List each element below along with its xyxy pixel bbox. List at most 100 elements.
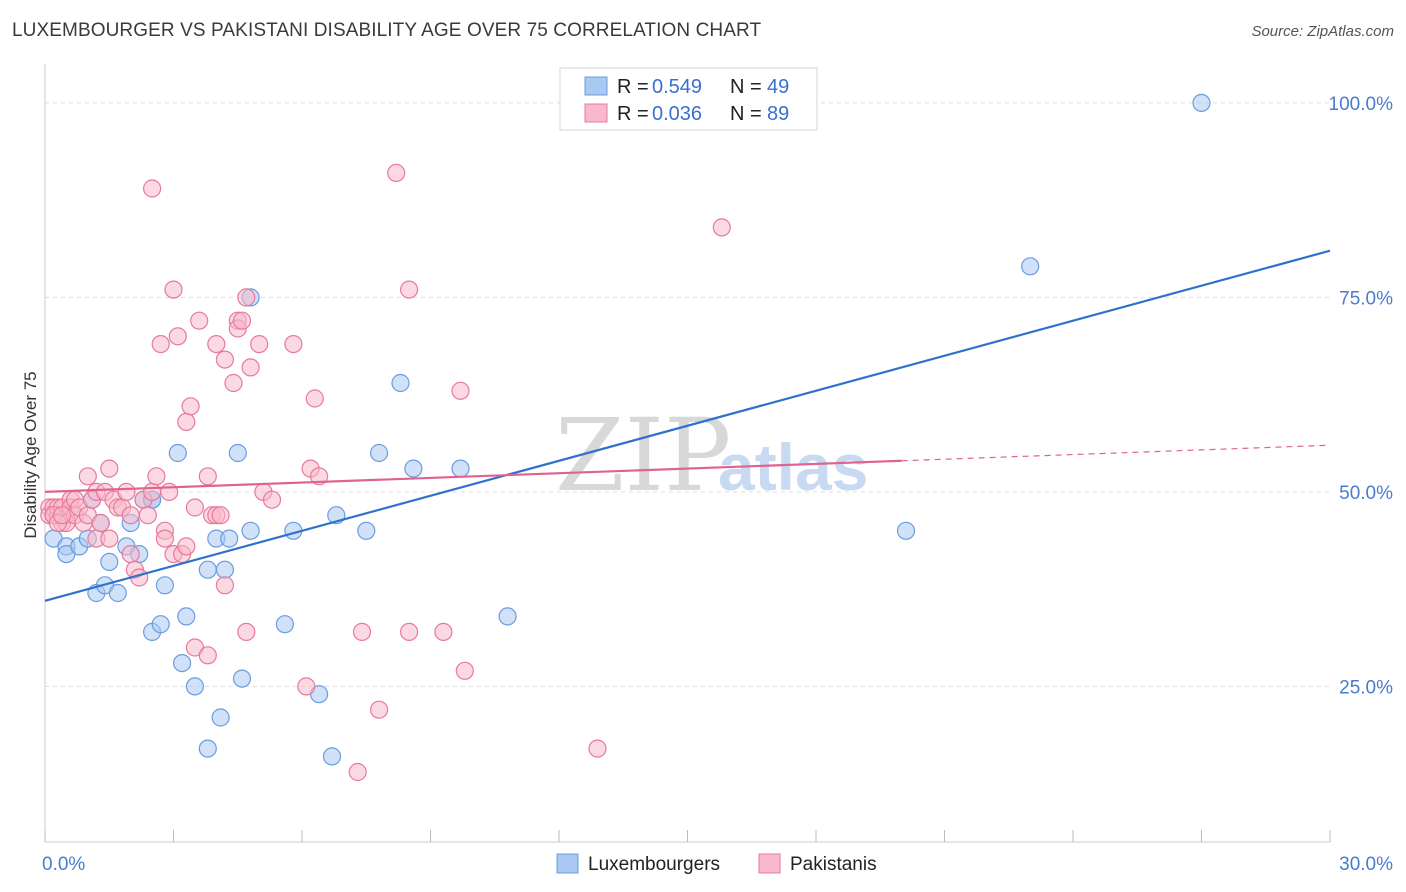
pakistani-point-38 bbox=[151, 335, 170, 354]
x-tick-label-1: 30.0% bbox=[1339, 854, 1393, 875]
pakistani-point-52 bbox=[198, 646, 217, 665]
pakistani-point-82 bbox=[451, 381, 470, 400]
legend-n-value-2: 89 bbox=[767, 103, 789, 125]
pakistani-trend-line-dashed bbox=[901, 444, 1331, 462]
luxembourger-point-46 bbox=[1021, 257, 1040, 276]
pakistani-point-34 bbox=[138, 506, 157, 525]
pakistani-point-60 bbox=[224, 373, 243, 393]
pakistani-point-70 bbox=[284, 335, 303, 354]
pakistani-point-30 bbox=[121, 506, 140, 525]
pakistani-trend-line bbox=[44, 459, 902, 493]
pakistani-point-57 bbox=[211, 506, 230, 525]
pakistani-point-53 bbox=[198, 467, 217, 486]
luxembourger-point-42 bbox=[404, 459, 423, 478]
luxembourger-point-9 bbox=[100, 552, 119, 572]
legend-n-value-1: 49 bbox=[767, 76, 789, 98]
luxembourger-point-25 bbox=[198, 739, 217, 758]
chart-title: LUXEMBOURGER VS PAKISTANI DISABILITY AGE… bbox=[12, 20, 762, 41]
legend-n-label-2: N = bbox=[730, 103, 762, 125]
bottom-legend-swatch-pakistanis bbox=[758, 853, 781, 874]
pakistani-point-59 bbox=[215, 576, 234, 595]
luxembourger-point-21 bbox=[173, 653, 192, 673]
pakistani-point-40 bbox=[155, 529, 174, 548]
pakistani-point-85 bbox=[712, 218, 731, 237]
luxembourger-point-30 bbox=[228, 443, 247, 463]
luxembourger-point-34 bbox=[275, 615, 294, 634]
pakistani-point-24 bbox=[100, 459, 119, 478]
pakistani-point-58 bbox=[215, 350, 234, 369]
pakistani-point-65 bbox=[237, 622, 256, 642]
y-tick-label-0: 25.0% bbox=[1339, 677, 1393, 698]
y-tick-labels: 25.0% 50.0% 75.0% 100.0% bbox=[1329, 94, 1394, 699]
pakistani-point-63 bbox=[232, 311, 252, 330]
pakistani-point-84 bbox=[588, 739, 607, 758]
luxembourger-point-32 bbox=[241, 521, 260, 540]
pakistani-point-41 bbox=[160, 482, 179, 501]
luxembourger-point-47 bbox=[1192, 93, 1211, 113]
legend-r-label-2: R = bbox=[617, 103, 649, 125]
luxembourger-trend-line bbox=[44, 249, 1331, 602]
luxembourger-point-41 bbox=[391, 373, 410, 393]
pakistani-point-80 bbox=[400, 622, 419, 642]
pakistani-point-71 bbox=[297, 677, 316, 696]
luxembourger-point-29 bbox=[220, 529, 239, 548]
pakistani-point-74 bbox=[310, 467, 329, 486]
pakistani-point-67 bbox=[250, 335, 269, 354]
luxembourger-point-45 bbox=[896, 521, 916, 540]
pakistani-point-73 bbox=[305, 389, 324, 408]
pakistani-point-66 bbox=[241, 358, 260, 377]
pakistani-point-88 bbox=[52, 506, 72, 525]
pakistani-point-21 bbox=[91, 513, 110, 533]
grid-lines bbox=[45, 102, 1330, 687]
luxembourger-point-10 bbox=[108, 583, 127, 603]
pakistani-point-46 bbox=[177, 537, 196, 556]
bottom-legend-luxembourgers: Luxembourgers bbox=[588, 854, 720, 875]
pakistani-point-48 bbox=[181, 397, 200, 416]
axes bbox=[44, 64, 1331, 843]
legend-r-label-1: R = bbox=[617, 76, 649, 98]
legend-swatch-luxembourgers bbox=[584, 76, 608, 96]
pakistani-point-35 bbox=[143, 179, 162, 198]
luxembourger-point-31 bbox=[232, 669, 252, 688]
y-axis-label: Disability Age Over 75 bbox=[21, 371, 40, 538]
pakistani-point-83 bbox=[455, 661, 474, 680]
pakistani-point-44 bbox=[168, 327, 187, 346]
luxembourger-point-23 bbox=[185, 677, 204, 696]
pakistani-point-81 bbox=[434, 622, 453, 642]
pakistani-point-69 bbox=[262, 490, 282, 509]
pakistani-point-28 bbox=[117, 482, 136, 501]
legend-n-label-1: N = bbox=[730, 76, 762, 98]
legend-box: R = 0.549 N = 49 R = 0.036 N = 89 bbox=[559, 67, 818, 131]
luxembourger-point-37 bbox=[322, 747, 342, 766]
pakistani-point-49 bbox=[185, 498, 204, 517]
luxembourger-point-39 bbox=[357, 521, 376, 540]
luxembourger-point-44 bbox=[498, 607, 517, 626]
y-tick-label-3: 100.0% bbox=[1329, 94, 1394, 115]
pakistani-point-29 bbox=[121, 544, 140, 564]
luxembourger-point-24 bbox=[198, 560, 217, 579]
data-points bbox=[40, 93, 1211, 782]
bottom-legend-pakistanis: Pakistanis bbox=[790, 854, 877, 875]
luxembourger-point-20 bbox=[168, 443, 187, 463]
pakistani-point-37 bbox=[147, 467, 166, 486]
pakistani-point-51 bbox=[190, 311, 209, 330]
bottom-legend: Luxembourgers Pakistanis bbox=[556, 853, 877, 875]
legend-r-value-1: 0.549 bbox=[652, 76, 702, 98]
legend-swatch-pakistanis bbox=[584, 103, 608, 123]
luxembourger-point-40 bbox=[370, 443, 389, 463]
pakistani-point-76 bbox=[352, 622, 372, 642]
watermark-zip: ZIP bbox=[555, 397, 731, 514]
luxembourger-point-18 bbox=[151, 615, 170, 634]
pakistani-point-23 bbox=[100, 529, 119, 548]
luxembourger-point-28 bbox=[215, 560, 234, 579]
pakistani-point-75 bbox=[348, 762, 367, 782]
trend-lines bbox=[44, 249, 1331, 602]
pakistani-point-43 bbox=[164, 280, 183, 299]
pakistani-point-17 bbox=[78, 467, 97, 486]
x-tick-labels: 0.0% 30.0% bbox=[42, 854, 1393, 875]
y-tick-label-1: 50.0% bbox=[1339, 483, 1393, 504]
luxembourger-point-43 bbox=[451, 459, 470, 478]
pakistani-point-36 bbox=[143, 482, 162, 501]
pakistani-point-47 bbox=[177, 412, 196, 431]
